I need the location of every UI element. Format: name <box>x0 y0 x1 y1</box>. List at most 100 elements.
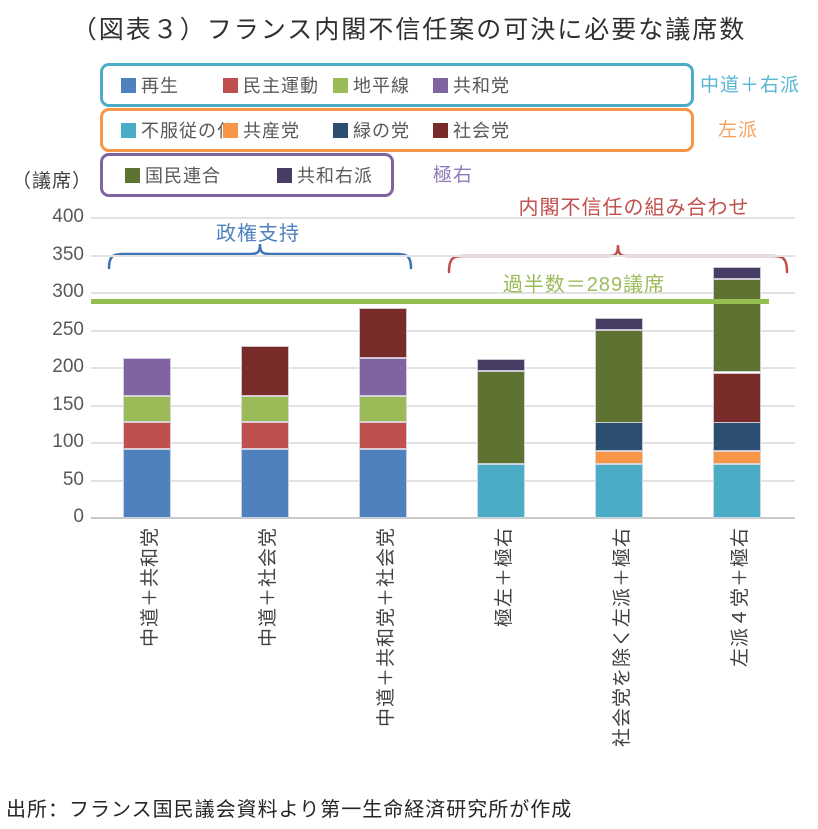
legend-item: 民主運動 <box>223 66 319 104</box>
bar-segment <box>477 464 525 518</box>
legend-item-label: 共産党 <box>243 121 300 141</box>
y-tick-label: 50 <box>62 468 84 490</box>
bar-segment <box>241 396 289 422</box>
legend-item-label: 国民連合 <box>145 166 221 186</box>
gridline <box>91 479 795 482</box>
bar-segment <box>595 330 643 423</box>
majority-line-label: 過半数＝289議席 <box>502 274 666 296</box>
source-note: 出所：フランス国民議会資料より第一生命経済研究所が作成 <box>6 799 573 821</box>
legend-color-swatch <box>333 122 348 138</box>
bar-segment <box>241 346 289 396</box>
bar-segment <box>241 449 289 518</box>
bar <box>359 218 407 518</box>
legend-color-swatch <box>433 122 448 138</box>
legend-item: 共和党 <box>433 66 510 104</box>
legend-group-box: 国民連合 共和右派 <box>100 153 394 197</box>
legend-item: 緑の党 <box>333 111 410 149</box>
legend-color-swatch <box>223 77 238 93</box>
legend-item: 地平線 <box>333 66 410 104</box>
legend-item-label: 社会党 <box>453 121 510 141</box>
category-label: 左派４党＋極右 <box>730 527 751 668</box>
legend-color-swatch <box>433 77 448 93</box>
legend-group-box: 再生 民主運動 地平線 共和党 <box>100 63 694 107</box>
bar-segment <box>477 359 525 371</box>
bar <box>477 218 525 518</box>
bar-segment <box>713 267 761 279</box>
legend-item: 共和右派 <box>277 156 373 194</box>
bar-segment <box>595 318 643 330</box>
bar-segment <box>595 451 643 464</box>
legend-item: 共産党 <box>223 111 300 149</box>
bar-segment <box>713 422 761 451</box>
legend-item: 国民連合 <box>125 156 221 194</box>
gridline <box>91 442 795 444</box>
legend-item-label: 共和党 <box>453 76 510 96</box>
bar-segment <box>359 308 407 358</box>
legend-group-box: 不服従の仏 共産党 緑の党 社会党 <box>100 108 694 152</box>
legend-item-label: 再生 <box>141 76 179 96</box>
bar-segment <box>123 396 171 422</box>
majority-line <box>91 299 769 305</box>
gridline <box>91 404 795 407</box>
gridline <box>91 517 795 519</box>
support-annotation-label: 政権支持 <box>216 223 300 245</box>
gridline <box>91 217 795 219</box>
y-tick-label: 400 <box>52 206 84 227</box>
legend-color-swatch <box>121 77 136 93</box>
censure-annotation-label: 内閣不信任の組み合わせ <box>518 197 750 219</box>
bar <box>123 218 171 518</box>
bar <box>713 218 761 518</box>
gridline <box>91 292 795 294</box>
category-label: 中道＋共和党 <box>140 527 161 648</box>
legend-color-swatch <box>125 167 140 183</box>
legend-item-label: 民主運動 <box>243 76 319 96</box>
bar-segment <box>359 358 407 396</box>
gridline <box>91 254 795 257</box>
gridline <box>91 367 795 369</box>
y-axis-unit-label: （議席） <box>12 171 93 192</box>
legend-group-label: 極右 <box>433 165 474 186</box>
y-tick-label: 300 <box>52 281 84 302</box>
legend-color-swatch <box>121 122 136 138</box>
bar-segment <box>595 464 643 518</box>
legend-color-swatch <box>277 167 292 183</box>
category-label: 中道＋社会党 <box>258 527 279 648</box>
bar-segment <box>359 422 407 449</box>
legend-item-label: 不服従の仏 <box>141 121 236 141</box>
legend-color-swatch <box>223 122 238 138</box>
bar-segment <box>595 422 643 451</box>
page-title: （図表３）フランス内閣不信任案の可決に必要な議席数 <box>71 16 747 44</box>
bar-segment <box>713 464 761 518</box>
bar <box>241 218 289 518</box>
legend-item-label: 地平線 <box>353 76 410 96</box>
bar-segment <box>123 358 171 396</box>
legend-item: 不服従の仏 <box>121 111 236 149</box>
y-tick-label: 200 <box>52 356 84 377</box>
bar-segment <box>241 422 289 449</box>
plot-area <box>91 217 795 519</box>
legend-item: 再生 <box>121 66 179 104</box>
bar-segment <box>359 449 407 518</box>
bar-segment <box>123 422 171 449</box>
bar-segment <box>359 396 407 422</box>
y-tick-label: 150 <box>52 393 84 415</box>
y-tick-label: 250 <box>52 318 84 340</box>
bar-segment <box>713 451 761 464</box>
y-tick-label: 0 <box>73 506 84 527</box>
legend-color-swatch <box>333 77 348 93</box>
bar-segment <box>477 371 525 464</box>
legend-item: 社会党 <box>433 111 510 149</box>
legend-item-label: 緑の党 <box>353 121 410 141</box>
bar-segment <box>123 449 171 518</box>
gridline <box>91 329 795 332</box>
legend-group-label: 左派 <box>718 120 759 141</box>
y-tick-label: 100 <box>52 431 84 452</box>
bar-segment <box>713 373 761 423</box>
category-label: 極左＋極右 <box>494 527 515 628</box>
y-tick-label: 350 <box>52 243 84 265</box>
bar-segment <box>713 279 761 372</box>
bar <box>595 218 643 518</box>
support-bracket-icon <box>107 243 413 270</box>
legend-item-label: 共和右派 <box>297 166 373 186</box>
legend-group-label: 中道＋右派 <box>700 75 801 96</box>
